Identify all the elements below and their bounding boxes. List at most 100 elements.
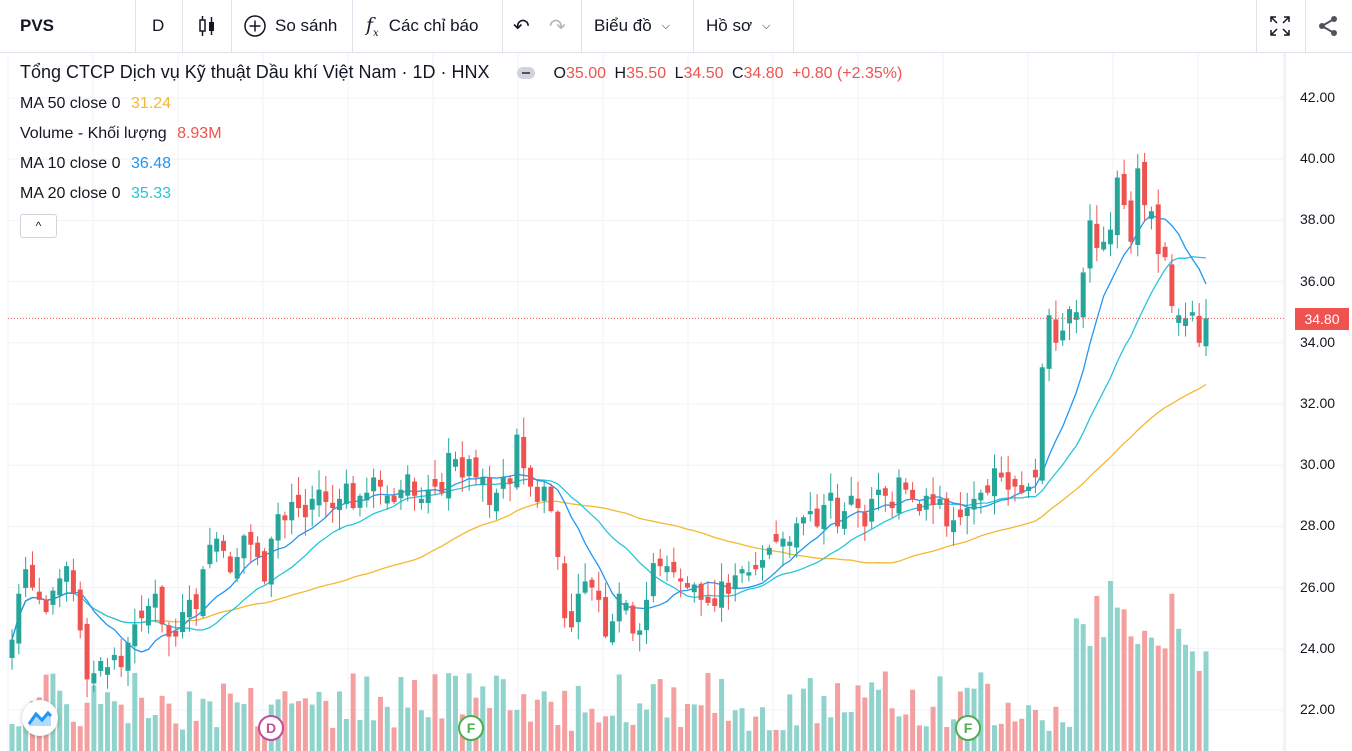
legend-ma10[interactable]: MA 10 close 0 36.48	[20, 155, 171, 173]
candle-body	[766, 547, 772, 555]
candle-body	[985, 485, 991, 493]
candle-body	[23, 569, 29, 588]
indicators-button[interactable]: fx Các chỉ báo	[366, 0, 478, 52]
legend-ma50[interactable]: MA 50 close 0 31.24	[20, 95, 171, 113]
candle-body	[1128, 200, 1134, 242]
candle-body	[794, 523, 800, 548]
ma20-line	[11, 256, 1207, 640]
candle-body	[848, 495, 854, 505]
volume-bar	[118, 704, 124, 751]
volume-bar	[425, 717, 431, 751]
volume-bar	[343, 718, 349, 751]
candle-body	[186, 599, 192, 618]
volume-bar	[507, 710, 513, 751]
candle-body	[452, 459, 458, 467]
volume-bar	[944, 727, 950, 751]
volume-bar	[609, 715, 615, 751]
hide-icon[interactable]	[516, 67, 535, 80]
candle-body	[1169, 264, 1175, 307]
volume-bar	[159, 695, 165, 751]
indicators-label: Các chỉ báo	[388, 16, 479, 35]
candle-body	[377, 479, 383, 487]
volume-bar	[848, 712, 854, 751]
volume-bar	[998, 723, 1004, 751]
volume-bar	[678, 726, 684, 751]
function-icon: fx	[366, 13, 379, 39]
candle-body	[896, 477, 902, 514]
candle-body	[493, 492, 499, 512]
earnings-event-marker[interactable]: F	[955, 715, 981, 741]
chevron-down-icon: ⌵	[661, 19, 671, 32]
volume-bar	[1094, 595, 1100, 751]
chart-menu[interactable]: Biểu đồ ⌵	[594, 0, 670, 52]
ma10-label: MA 10 close 0	[20, 155, 121, 172]
candle-body	[466, 459, 472, 477]
candle-body	[316, 489, 322, 506]
candle-body	[650, 563, 656, 597]
chart-area[interactable]	[0, 53, 1352, 751]
high-value: 35.50	[626, 65, 667, 82]
volume-bar	[1039, 720, 1045, 751]
earnings-event-marker[interactable]: F	[458, 715, 484, 741]
candle-body	[207, 544, 213, 565]
candle-body	[36, 591, 42, 600]
volume-bar	[869, 682, 875, 751]
volume-bar	[330, 727, 336, 751]
candle-body	[255, 542, 261, 557]
candle-body	[910, 489, 916, 499]
candle-body	[957, 509, 963, 518]
moving-averages	[11, 214, 1207, 653]
volume-bar	[657, 679, 663, 751]
candle-body	[323, 491, 329, 502]
candle-body	[855, 498, 861, 509]
candle-body	[1012, 478, 1018, 487]
candle-body	[930, 494, 936, 505]
candle-body	[418, 498, 424, 504]
interval-button[interactable]: D	[152, 16, 165, 35]
top-toolbar: PVS D So sánh fx Các chỉ báo ↶ ↷ Biểu đồ…	[0, 0, 1352, 53]
candle-body	[630, 605, 636, 634]
volume-bar	[309, 704, 315, 751]
compare-button[interactable]: So sánh	[243, 0, 337, 52]
dividend-event-marker[interactable]: D	[258, 715, 284, 741]
volume-bar	[1073, 618, 1079, 751]
candles-icon[interactable]	[197, 0, 217, 52]
profile-menu[interactable]: Hồ sơ ⌵	[706, 0, 770, 52]
candle-body	[105, 667, 111, 675]
volume-bar	[193, 720, 199, 751]
volume-bar	[541, 691, 547, 751]
tradingview-logo[interactable]	[22, 700, 58, 736]
chevron-down-icon: ⌵	[762, 19, 771, 32]
redo-icon[interactable]: ↷	[549, 15, 566, 38]
candle-body	[432, 478, 438, 487]
symbol-search[interactable]: PVS	[20, 16, 55, 35]
legend-volume[interactable]: Volume - Khối lượng 8.93M	[20, 125, 222, 143]
fullscreen-icon[interactable]	[1268, 0, 1292, 52]
volume-bar	[862, 697, 868, 751]
share-icon[interactable]	[1317, 0, 1339, 52]
volume-bar	[691, 704, 697, 751]
candle-body	[77, 589, 83, 631]
undo-icon[interactable]: ↶	[513, 15, 530, 38]
grid	[7, 53, 1285, 751]
volume-bar	[1101, 637, 1107, 751]
candle-body	[70, 570, 76, 594]
volume-bars	[9, 581, 1209, 751]
candle-body	[528, 467, 534, 487]
candle-body	[705, 596, 711, 603]
legend-collapse-button[interactable]: ^	[20, 214, 57, 238]
toolbar-divider	[135, 0, 136, 52]
candle-body	[596, 590, 602, 600]
volume-bar	[1121, 609, 1127, 751]
volume-bar	[241, 703, 247, 751]
volume-bar	[1196, 670, 1202, 751]
volume-bar	[16, 726, 22, 751]
legend-ma20[interactable]: MA 20 close 0 35.33	[20, 185, 171, 203]
volume-bar	[173, 723, 179, 751]
volume-bar	[364, 676, 370, 751]
volume-bar	[214, 727, 220, 751]
volume-bar	[70, 721, 76, 751]
volume-bar	[596, 722, 602, 751]
candle-body	[1053, 319, 1059, 343]
candle-body	[405, 474, 411, 496]
